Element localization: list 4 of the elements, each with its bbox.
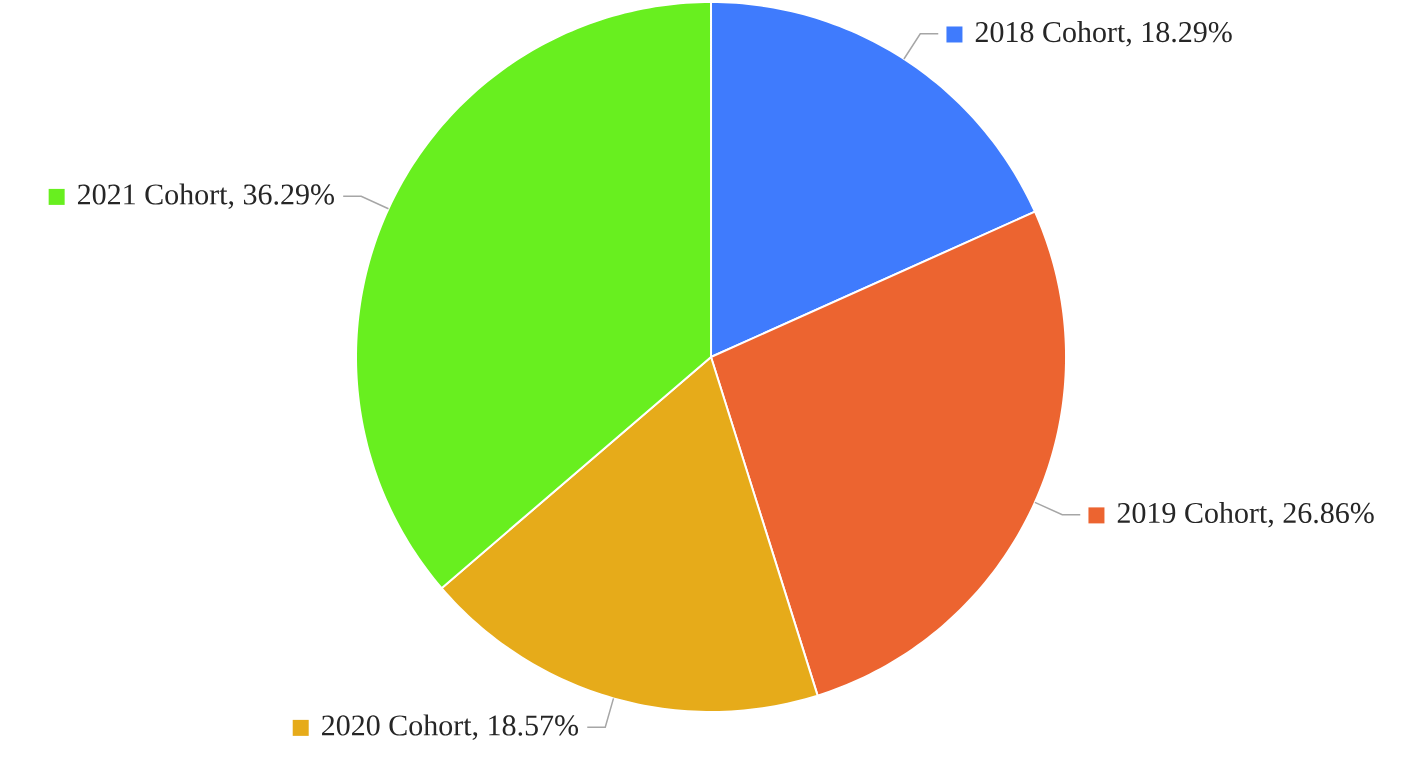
legend-label: 2020 Cohort, 18.57% — [322, 714, 579, 740]
legend-label: 2019 Cohort, 26.86% — [1117, 501, 1374, 528]
legend-label: 2021 Cohort, 36.29% — [77, 183, 334, 209]
legend-label: 2018 Cohort, 18.29% — [975, 21, 1232, 47]
